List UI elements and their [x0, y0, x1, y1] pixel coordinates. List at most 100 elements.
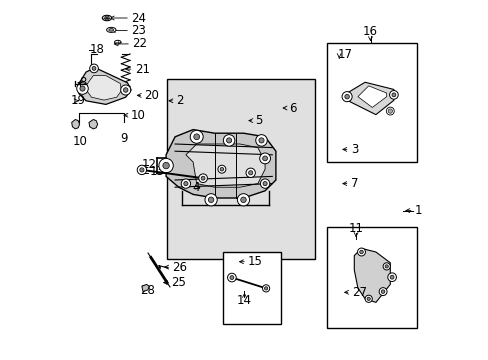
Circle shape — [229, 276, 233, 279]
Circle shape — [77, 83, 88, 94]
Text: 2: 2 — [176, 94, 183, 107]
Polygon shape — [166, 130, 275, 198]
Polygon shape — [357, 86, 386, 107]
Polygon shape — [346, 82, 393, 114]
Circle shape — [159, 158, 173, 173]
Text: 17: 17 — [337, 48, 352, 61]
Ellipse shape — [106, 27, 116, 32]
Text: 16: 16 — [362, 25, 377, 38]
Circle shape — [199, 174, 207, 183]
Circle shape — [259, 153, 270, 164]
Circle shape — [227, 273, 236, 282]
Circle shape — [381, 290, 384, 293]
Text: 8: 8 — [79, 76, 86, 89]
Circle shape — [89, 64, 98, 73]
Circle shape — [140, 168, 143, 172]
Circle shape — [245, 168, 255, 177]
Circle shape — [387, 109, 392, 113]
Circle shape — [263, 181, 266, 186]
Circle shape — [366, 297, 369, 300]
Text: 3: 3 — [350, 143, 357, 156]
Text: 14: 14 — [237, 294, 251, 307]
Text: 21: 21 — [134, 63, 149, 76]
Circle shape — [201, 176, 204, 180]
Circle shape — [386, 107, 393, 115]
Circle shape — [342, 91, 351, 102]
Circle shape — [137, 165, 146, 175]
Text: 13: 13 — [149, 165, 164, 178]
Circle shape — [387, 273, 396, 282]
Text: 25: 25 — [170, 276, 185, 289]
Circle shape — [190, 130, 203, 143]
Circle shape — [121, 85, 130, 95]
Text: 9: 9 — [120, 132, 127, 145]
Text: 12: 12 — [141, 158, 156, 171]
Text: 28: 28 — [140, 284, 155, 297]
Text: 4: 4 — [192, 181, 200, 194]
Circle shape — [163, 162, 169, 169]
Circle shape — [123, 88, 128, 92]
Text: 27: 27 — [351, 286, 366, 299]
Ellipse shape — [102, 15, 111, 21]
Circle shape — [384, 265, 387, 268]
Polygon shape — [354, 248, 389, 302]
Polygon shape — [72, 120, 80, 129]
Circle shape — [344, 94, 348, 99]
Circle shape — [220, 167, 223, 171]
Circle shape — [365, 295, 371, 302]
Polygon shape — [79, 68, 131, 104]
Text: 6: 6 — [289, 102, 296, 114]
Ellipse shape — [109, 28, 114, 31]
Circle shape — [226, 138, 231, 143]
Polygon shape — [185, 144, 264, 187]
Circle shape — [240, 197, 246, 203]
Circle shape — [218, 165, 225, 173]
Text: 15: 15 — [247, 255, 263, 268]
Text: 19: 19 — [71, 94, 86, 107]
Circle shape — [223, 135, 234, 146]
Circle shape — [262, 156, 267, 161]
Text: 11: 11 — [348, 222, 363, 235]
Bar — [167, 79, 314, 259]
Circle shape — [204, 194, 217, 206]
Circle shape — [208, 197, 213, 203]
Bar — [223, 252, 280, 324]
Circle shape — [389, 275, 393, 279]
Text: 23: 23 — [131, 24, 146, 37]
Circle shape — [248, 171, 252, 175]
Text: 24: 24 — [131, 12, 146, 24]
Polygon shape — [142, 284, 149, 292]
Polygon shape — [87, 76, 121, 100]
Circle shape — [378, 288, 386, 296]
Circle shape — [359, 250, 363, 254]
Text: 22: 22 — [132, 37, 147, 50]
Circle shape — [260, 179, 269, 188]
Circle shape — [382, 263, 389, 270]
Circle shape — [389, 90, 397, 99]
Text: 7: 7 — [350, 177, 358, 190]
Text: 1: 1 — [414, 204, 422, 217]
Circle shape — [92, 67, 96, 70]
Circle shape — [258, 138, 264, 143]
Circle shape — [255, 135, 267, 146]
Circle shape — [262, 285, 269, 292]
Circle shape — [237, 194, 249, 206]
Circle shape — [181, 179, 190, 188]
Circle shape — [183, 181, 187, 186]
Text: 18: 18 — [89, 43, 104, 56]
Polygon shape — [89, 120, 98, 129]
Text: 20: 20 — [144, 89, 159, 102]
Text: 5: 5 — [255, 114, 262, 127]
Text: 10: 10 — [72, 135, 87, 148]
Circle shape — [357, 248, 365, 256]
Circle shape — [391, 93, 395, 97]
Ellipse shape — [114, 40, 121, 44]
Text: 26: 26 — [171, 261, 186, 274]
Ellipse shape — [104, 17, 109, 19]
Bar — [326, 227, 416, 328]
Text: 10: 10 — [131, 109, 146, 122]
Circle shape — [264, 287, 267, 290]
Circle shape — [193, 134, 199, 140]
Bar — [326, 43, 416, 162]
Circle shape — [80, 86, 85, 91]
